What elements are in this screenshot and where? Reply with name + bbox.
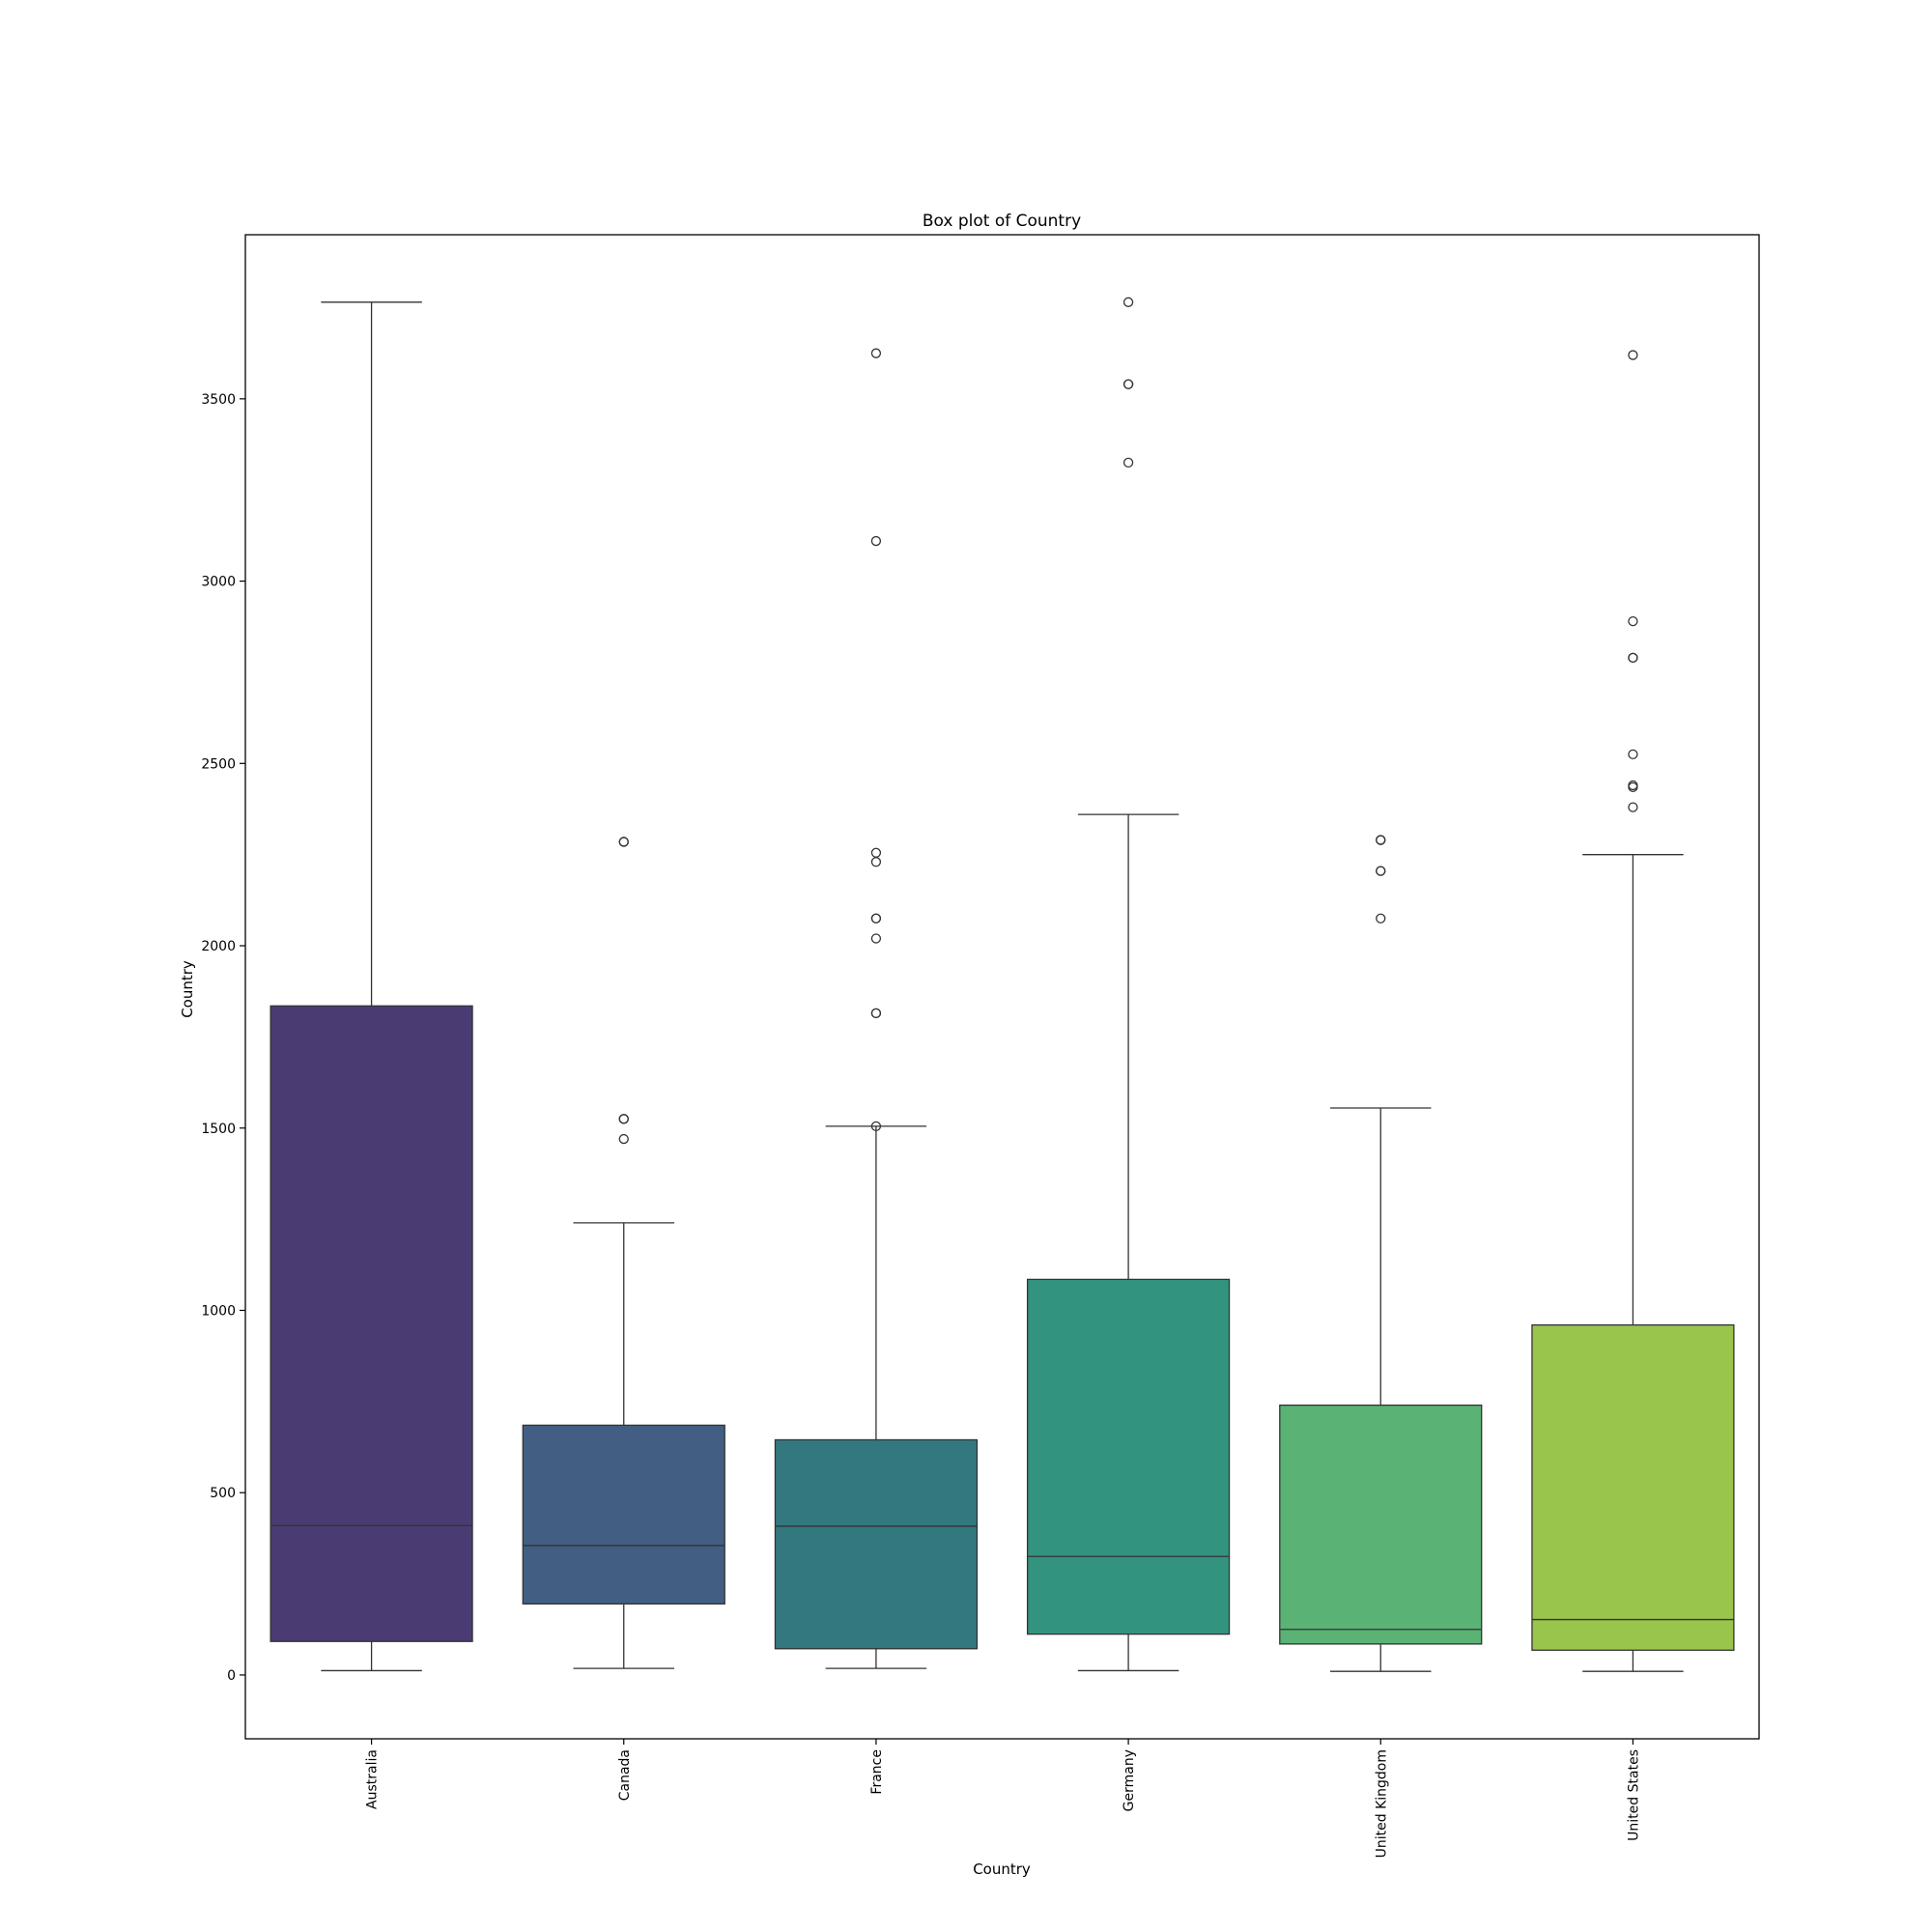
x-tick-label: France [869, 1749, 885, 1795]
y-tick-label: 3000 [201, 575, 236, 590]
outlier-point [1628, 652, 1638, 663]
iqr-box [774, 1438, 979, 1650]
outlier-point [1628, 749, 1638, 760]
outlier-point [870, 913, 882, 923]
chart-title: Box plot of Country [923, 212, 1081, 231]
x-axis-label: Country [973, 1861, 1031, 1878]
y-tick-label: 3500 [201, 392, 236, 408]
y-tick-label: 0 [227, 1668, 236, 1684]
outlier-point [1376, 835, 1386, 845]
y-tick-label: 2000 [201, 939, 236, 954]
plot-frame [244, 234, 1760, 1740]
outlier-point [870, 847, 882, 858]
outlier-point [1628, 615, 1638, 627]
outlier-point [1628, 802, 1638, 812]
outlier-point [1628, 350, 1638, 360]
outlier-point [870, 1008, 882, 1019]
box-group [1026, 297, 1231, 1672]
y-tick-label: 1000 [201, 1303, 236, 1319]
plot-area: 0 500 1000 1500 2000 2500 3000 3500 Australia Can… [201, 297, 1735, 1858]
box-group [774, 348, 979, 1669]
y-tick-label: 500 [210, 1486, 236, 1501]
outlier-point [870, 535, 882, 547]
box-group [522, 837, 725, 1669]
outlier-point [1376, 866, 1386, 876]
iqr-box [522, 1424, 725, 1605]
x-tick-label: United Kingdom [1374, 1749, 1389, 1858]
box-group [270, 301, 473, 1672]
outlier-point [870, 857, 882, 867]
iqr-box [1279, 1404, 1483, 1645]
x-tick-label: Canada [617, 1749, 633, 1801]
outlier-point [870, 933, 882, 944]
iqr-box [1026, 1278, 1231, 1635]
y-tick-label: 2500 [201, 756, 236, 772]
outlier-point [1122, 379, 1134, 389]
outlier-point [870, 348, 882, 358]
outlier-point [618, 1133, 629, 1145]
outlier-point [618, 837, 629, 847]
iqr-box [1531, 1323, 1735, 1651]
outlier-point [1122, 457, 1134, 469]
box-group [1279, 835, 1483, 1672]
outlier-point [1376, 913, 1386, 923]
x-tick-label: United States [1626, 1749, 1641, 1841]
outlier-point [618, 1114, 629, 1124]
box-group [1531, 350, 1735, 1672]
x-tick-label: Australia [365, 1749, 381, 1809]
y-tick-label: 1500 [201, 1122, 236, 1137]
x-tick-label: Germany [1122, 1749, 1137, 1811]
y-axis-label: Country [179, 960, 196, 1018]
outlier-point [1122, 297, 1134, 307]
outlier-point [1628, 780, 1638, 791]
outlier-point [870, 1121, 882, 1132]
iqr-box [270, 1005, 473, 1642]
